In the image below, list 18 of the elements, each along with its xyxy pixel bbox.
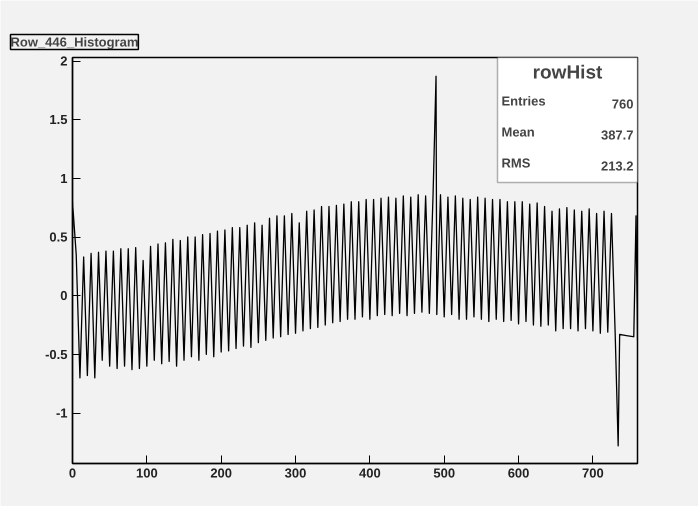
x-tick-label: 400 [359,466,381,480]
text: Entries 760 [502,94,634,112]
y-tick-label: 0.5 [49,230,68,245]
y-tick-label: 0 [60,288,68,304]
x-tick-label: 100 [136,466,158,480]
y-tick-label: 1 [60,170,68,186]
x-tick-label: 300 [284,466,306,480]
y-tick-label: 1.5 [49,112,68,128]
x-tick-label: 600 [508,466,530,480]
x-tick-label: 700 [582,466,604,480]
y-tick-label: -0.5 [45,346,68,362]
annotation: rowHist [532,62,604,84]
y-tick-label: 2 [60,54,68,69]
x-tick-label: 500 [433,466,456,480]
y-tick-label: -1 [56,406,68,421]
x-tick-label: 200 [210,466,232,480]
text: Mean 387.7 [502,124,634,142]
text: RMS 213.2 [502,156,634,174]
